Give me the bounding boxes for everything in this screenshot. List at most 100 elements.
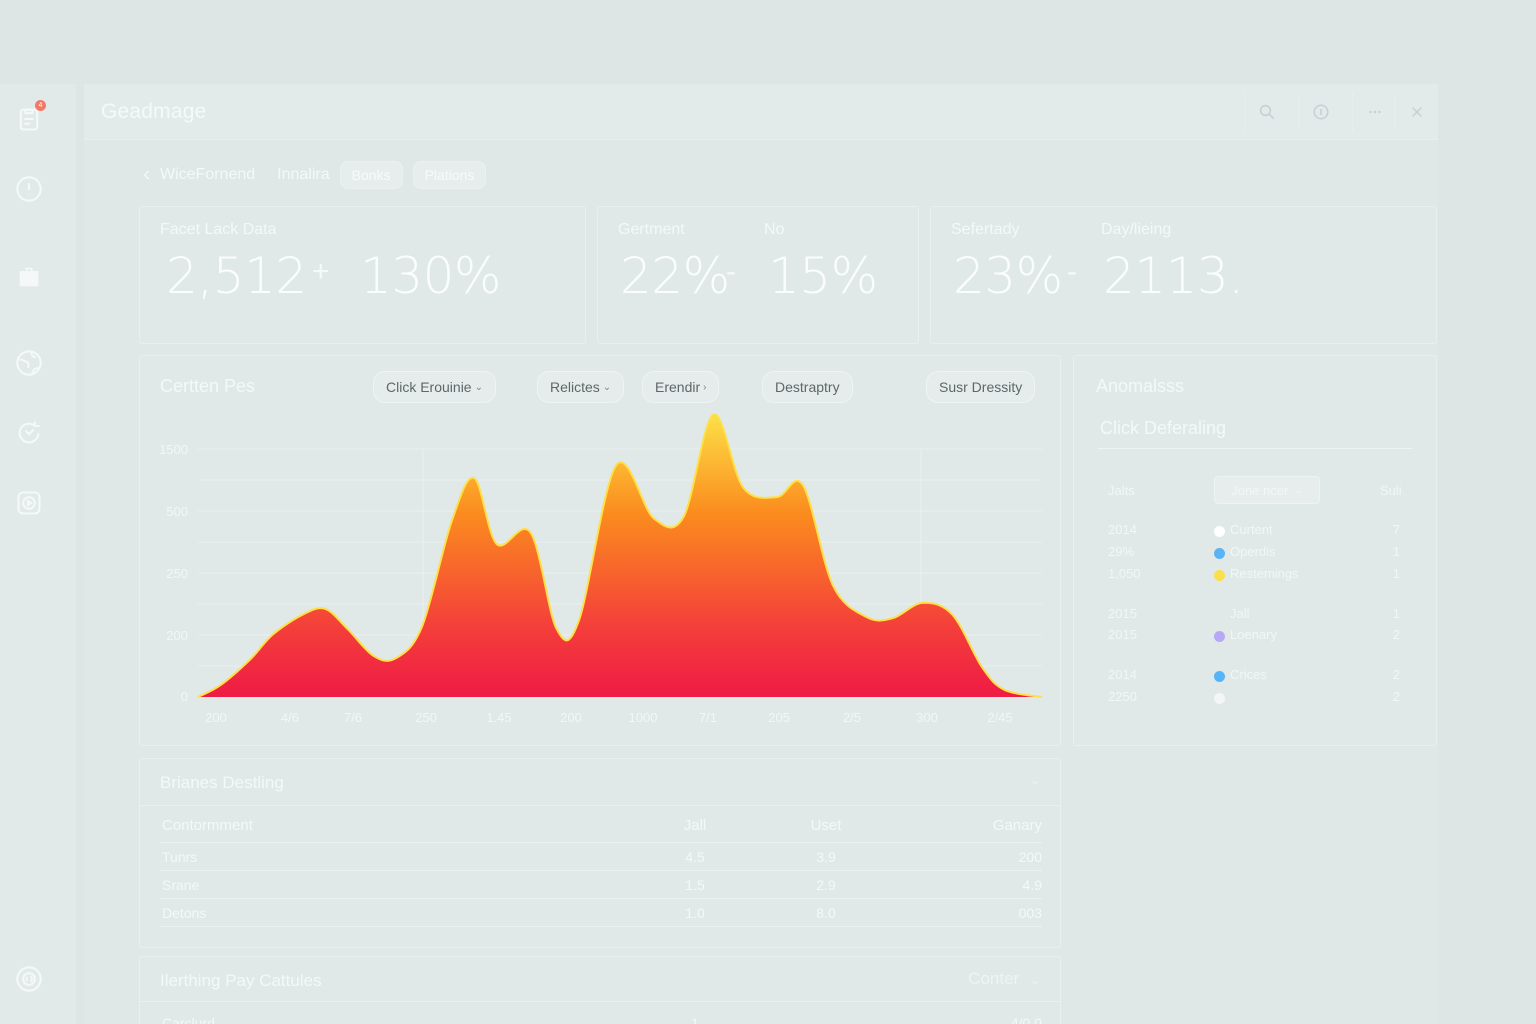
table-cell: 1.0 — [685, 905, 705, 921]
stat-label: Sefertady — [951, 221, 1020, 238]
info-icon[interactable] — [1298, 92, 1342, 132]
clipboard-icon[interactable]: 4 — [14, 100, 46, 134]
refresh-icon[interactable] — [14, 418, 44, 448]
anomaly-row[interactable]: 1,050 Restemings 1 — [1108, 566, 1400, 586]
table-cell: 4.9 — [1022, 877, 1042, 893]
table-cell: 200 — [1018, 849, 1042, 865]
x-tick-label: 200 — [205, 710, 227, 725]
filter-dropdown-2[interactable]: Erendir › — [642, 371, 720, 403]
x-tick-label: 7/1 — [699, 710, 717, 725]
x-tick-label: 1000 — [629, 710, 658, 725]
x-tick-label: 4/6 — [281, 710, 299, 725]
left-rail: 4 — [0, 84, 76, 1024]
filter-dropdown-1[interactable]: Relictes ⌄ — [537, 371, 625, 403]
stat-label: Gertment — [618, 221, 685, 238]
breadcrumb-current[interactable]: Innalira — [277, 166, 330, 183]
more-icon[interactable] — [1352, 92, 1396, 132]
stat-label-secondary: No — [764, 221, 785, 238]
chevron-down-icon: ⌄ — [474, 381, 483, 393]
column-header[interactable]: Ganary — [992, 817, 1042, 834]
anomaly-row[interactable]: 2014 Crices 2 — [1108, 667, 1400, 687]
filter-button-3[interactable]: Destraptry — [762, 371, 853, 403]
column-header[interactable]: Jall — [683, 817, 707, 834]
section-action[interactable]: Conter ⌄ — [968, 969, 1040, 989]
back-link-label: WiceFornend — [160, 166, 256, 183]
stat-card-0: Facet Lack Data 2,512 + 130% — [139, 206, 586, 344]
search-icon[interactable] — [1244, 92, 1288, 132]
stat-label: Facet Lack Data — [160, 221, 277, 238]
filter-label: Destraptry — [775, 379, 840, 395]
table-cell: 1 — [691, 1015, 699, 1024]
stat-value-secondary: 15% — [768, 247, 878, 305]
chip-0[interactable]: Bonks — [339, 161, 403, 189]
anomaly-count: 1 — [1392, 566, 1400, 581]
divider — [1098, 448, 1412, 449]
chip-1[interactable]: Plations — [412, 161, 487, 189]
anomalies-col-left: Jalts — [1108, 483, 1135, 498]
column-header[interactable]: Contormment — [162, 817, 253, 834]
table-row[interactable]: Tunrs 4.5 3.9 200 — [160, 843, 1042, 871]
x-tick-label: 205 — [768, 710, 790, 725]
back-link[interactable]: WiceFornend — [140, 166, 255, 184]
table-cell: Srane — [162, 877, 200, 893]
anomalies-subtitle[interactable]: Click Deferaling — [1100, 418, 1227, 438]
table-card-2: Ilerthing Pay Cattules Conter ⌄ Carclurd… — [139, 956, 1061, 1024]
anomalies-card: Anomalsss Click Deferaling Jalts Jone nc… — [1073, 355, 1437, 746]
chart-card: 1500 500 250 200 0 200 4/6 7/6 250 1.45 200 1000 7/1… — [139, 355, 1061, 746]
anomaly-count: 7 — [1392, 522, 1400, 537]
x-tick-label: 250 — [415, 710, 437, 725]
table-cell: 8.0 — [816, 905, 836, 921]
y-tick-label: 250 — [166, 566, 188, 581]
stat-value: 22% — [620, 247, 730, 305]
chevron-left-icon — [143, 170, 150, 180]
chevron-down-icon[interactable]: ⌄ — [1029, 773, 1040, 787]
table-cell: 4.5 — [685, 849, 705, 865]
status-dot — [1214, 526, 1225, 537]
y-tick-label: 200 — [166, 628, 188, 643]
app-title: Geadmage — [101, 100, 207, 123]
anomaly-row[interactable]: 29% Operdis 1 — [1108, 544, 1400, 564]
filter-label: Erendir — [655, 379, 701, 395]
anomaly-row[interactable]: 2015 Jall 1 — [1108, 606, 1400, 626]
x-tick-label: 2/45 — [987, 710, 1012, 725]
divider — [140, 805, 1060, 806]
main-panel: Geadmage WiceFornend Innalira Bonks Plat… — [84, 84, 1438, 1024]
filter-dropdown-0[interactable]: Click Erouinie ⌄ — [373, 371, 496, 403]
close-icon[interactable] — [1394, 92, 1438, 132]
anomalies-title: Anomalsss — [1096, 376, 1185, 396]
stat-value-secondary: 2113. — [1103, 247, 1244, 305]
globe-icon[interactable] — [14, 348, 44, 378]
briefcase-icon[interactable] — [14, 262, 44, 292]
table-cell: 003 — [1018, 905, 1042, 921]
settings-icon[interactable] — [14, 964, 44, 994]
stat-separator: + — [312, 255, 330, 288]
table-row[interactable]: Detons 1.0 8.0 003 — [160, 899, 1042, 927]
table-row[interactable]: Carclurd 1 4/0.0 — [160, 1009, 1042, 1024]
y-tick-label: 1500 — [159, 442, 188, 457]
anomaly-row[interactable]: 2250 2 — [1108, 689, 1400, 709]
title-bar: Geadmage — [84, 84, 1438, 140]
filter-label: Relictes — [550, 379, 600, 395]
anomaly-value: 29% — [1108, 544, 1135, 559]
alert-icon[interactable] — [14, 174, 44, 204]
table-cell: Carclurd — [162, 1015, 215, 1024]
stat-value: 2,512 — [166, 247, 307, 305]
filter-button-4[interactable]: Susr Dressity — [926, 371, 1036, 403]
table-header-row: Contormment Jall Uset Ganary — [160, 809, 1042, 843]
video-icon[interactable] — [14, 488, 44, 518]
table-row[interactable]: Srane 1.5 2.9 4.9 — [160, 871, 1042, 899]
anomaly-row[interactable]: 2015 Loenary 2 — [1108, 627, 1400, 647]
column-header[interactable]: Uset — [810, 817, 842, 834]
anomaly-count: 2 — [1392, 689, 1400, 704]
stat-value-secondary: 130% — [360, 247, 501, 305]
stat-value: 23% — [953, 247, 1063, 305]
stat-separator: - — [1067, 255, 1077, 288]
table-cell: Detons — [162, 905, 207, 921]
status-dot — [1214, 631, 1225, 642]
anomaly-value: 2250 — [1108, 689, 1137, 704]
anomaly-row[interactable]: 2014 Curtent 7 — [1108, 522, 1400, 542]
y-tick-label: 0 — [181, 689, 188, 704]
anomalies-select[interactable]: Jone ncer ⌄ — [1214, 476, 1320, 504]
anomaly-count: 1 — [1392, 606, 1400, 621]
area-series — [198, 414, 1042, 697]
